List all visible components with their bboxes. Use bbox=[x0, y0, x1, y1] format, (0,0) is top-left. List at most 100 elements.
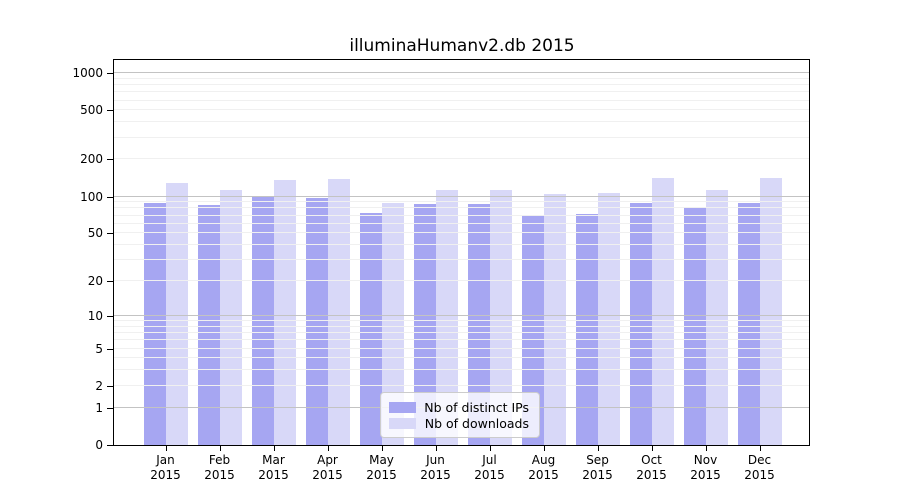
y-axis-tick-label-5: 5 bbox=[95, 341, 103, 356]
x-axis-tick-jan bbox=[165, 445, 167, 451]
gridline-minor-3 bbox=[114, 369, 809, 371]
bar-distinct-ips-may bbox=[359, 212, 382, 445]
x-axis-tick-nov bbox=[705, 445, 707, 451]
y-axis-tick-label-100: 100 bbox=[80, 189, 103, 204]
x-axis-tick-jul bbox=[489, 445, 491, 451]
y-axis-tick-label-500: 500 bbox=[80, 103, 103, 118]
x-axis-tick-label-may: May 2015 bbox=[366, 453, 397, 482]
x-axis-tick-label-jun: Jun 2015 bbox=[420, 453, 451, 482]
x-axis-tick-label-aug: Aug 2015 bbox=[528, 453, 559, 482]
x-axis-tick-label-jan: Jan 2015 bbox=[150, 453, 181, 482]
bar-distinct-ips-dec bbox=[737, 202, 760, 445]
bar-downloads-jul bbox=[489, 190, 512, 445]
legend-item-downloads: Nb of downloads bbox=[389, 415, 529, 431]
y-axis-tick-0 bbox=[107, 445, 113, 446]
x-axis-tick-aug bbox=[543, 445, 545, 451]
y-axis-tick-label-2: 2 bbox=[95, 378, 103, 393]
gridline-minor-9 bbox=[114, 320, 809, 321]
x-axis-tick-feb bbox=[219, 445, 221, 451]
x-axis-tick-oct bbox=[651, 445, 653, 451]
gridline-minor-900 bbox=[114, 77, 809, 79]
bar-distinct-ips-aug bbox=[521, 215, 544, 445]
bar-distinct-ips-jul bbox=[467, 203, 490, 445]
y-axis-tick-2 bbox=[107, 385, 113, 387]
y-axis-tick-5 bbox=[107, 348, 113, 350]
bar-downloads-jan bbox=[165, 182, 188, 445]
y-axis-tick-label-10: 10 bbox=[87, 308, 103, 323]
y-axis-tick-100 bbox=[107, 196, 113, 198]
gridline-minor-600 bbox=[114, 99, 809, 101]
y-axis-tick-label-200: 200 bbox=[80, 152, 103, 167]
gridline-minor-70 bbox=[114, 214, 809, 216]
gridline-minor-30 bbox=[114, 259, 809, 261]
bar-downloads-jun bbox=[435, 190, 458, 445]
x-axis-tick-jun bbox=[435, 445, 437, 451]
legend-swatch-downloads bbox=[389, 417, 416, 429]
x-axis-tick-label-feb: Feb 2015 bbox=[204, 453, 235, 482]
y-axis-tick-label-1: 1 bbox=[95, 400, 103, 415]
gridline-minor-4 bbox=[114, 357, 809, 359]
gridline-major-100 bbox=[114, 195, 809, 197]
bar-distinct-ips-jan bbox=[143, 203, 166, 445]
gridline-minor-60 bbox=[114, 222, 809, 224]
gridline-minor-800 bbox=[114, 84, 809, 85]
gridline-minor-40 bbox=[114, 244, 809, 245]
legend: Nb of distinct IPs Nb of downloads bbox=[380, 392, 540, 438]
gridline-major-1000 bbox=[114, 72, 809, 73]
gridline-minor-90 bbox=[114, 201, 809, 203]
chart-title: illuminaHumanv2.db 2015 bbox=[349, 36, 575, 56]
x-axis-tick-label-nov: Nov 2015 bbox=[690, 453, 721, 482]
y-axis-tick-label-0: 0 bbox=[95, 438, 103, 452]
gridline-minor-400 bbox=[114, 121, 809, 123]
x-axis-tick-apr bbox=[327, 445, 329, 451]
y-axis-tick-20 bbox=[107, 281, 113, 283]
x-axis-tick-label-apr: Apr 2015 bbox=[312, 453, 343, 482]
gridline-minor-300 bbox=[114, 136, 809, 138]
x-axis-tick-dec bbox=[759, 445, 761, 451]
plot-area bbox=[113, 59, 810, 446]
gridline-minor-6 bbox=[114, 339, 809, 341]
x-axis-tick-label-mar: Mar 2015 bbox=[258, 453, 289, 482]
gridline-minor-7 bbox=[114, 332, 809, 333]
legend-item-distinct-ips: Nb of distinct IPs bbox=[389, 399, 529, 415]
gridline-minor-500 bbox=[114, 109, 809, 111]
bar-downloads-feb bbox=[219, 189, 242, 445]
legend-swatch-distinct-ips bbox=[389, 401, 416, 413]
x-axis-tick-label-dec: Dec 2015 bbox=[744, 453, 775, 482]
gridline-minor-700 bbox=[114, 91, 809, 93]
bar-downloads-nov bbox=[705, 189, 728, 445]
gridline-minor-2 bbox=[114, 384, 809, 386]
bar-distinct-ips-oct bbox=[629, 203, 652, 445]
y-axis-tick-50 bbox=[107, 233, 113, 235]
y-axis-tick-label-50: 50 bbox=[87, 226, 103, 241]
x-axis-tick-mar bbox=[273, 445, 275, 451]
bar-downloads-dec bbox=[759, 177, 782, 445]
y-axis-tick-1 bbox=[107, 407, 113, 409]
gridline-minor-8 bbox=[114, 325, 809, 327]
bar-distinct-ips-apr bbox=[305, 198, 328, 445]
x-axis-tick-may bbox=[381, 445, 383, 451]
gridline-minor-80 bbox=[114, 207, 809, 209]
legend-label-distinct-ips: Nb of distinct IPs bbox=[424, 399, 529, 415]
bar-distinct-ips-sep bbox=[575, 214, 598, 445]
gridline-minor-200 bbox=[114, 158, 809, 160]
gridline-minor-5 bbox=[114, 347, 809, 349]
bar-distinct-ips-jun bbox=[413, 203, 436, 445]
y-axis-tick-200 bbox=[107, 159, 113, 161]
x-axis-tick-label-oct: Oct 2015 bbox=[636, 453, 667, 482]
gridline-major-10 bbox=[114, 314, 809, 316]
gridline-minor-50 bbox=[114, 232, 809, 234]
bar-downloads-mar bbox=[273, 180, 296, 445]
bar-downloads-oct bbox=[651, 178, 674, 445]
y-axis-tick-1000 bbox=[107, 73, 113, 74]
gridline-minor-20 bbox=[114, 280, 809, 282]
legend-label-downloads: Nb of downloads bbox=[424, 415, 529, 431]
bar-downloads-may bbox=[381, 203, 404, 445]
bar-downloads-apr bbox=[327, 178, 350, 445]
y-axis-tick-label-20: 20 bbox=[87, 274, 103, 289]
bar-downloads-sep bbox=[597, 193, 620, 445]
y-axis-tick-500 bbox=[107, 110, 113, 112]
x-axis-tick-sep bbox=[597, 445, 599, 451]
x-axis-tick-label-sep: Sep 2015 bbox=[582, 453, 613, 482]
